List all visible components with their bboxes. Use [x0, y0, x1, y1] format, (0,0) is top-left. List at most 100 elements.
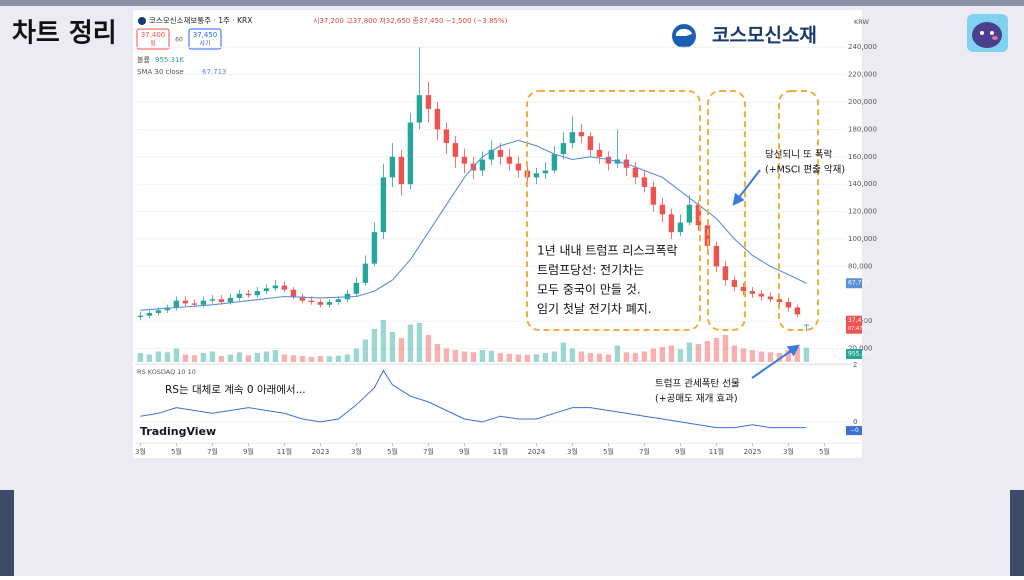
- volume-bar: [236, 352, 243, 362]
- volume-bar: [200, 353, 207, 362]
- buy-button[interactable]: [188, 28, 222, 50]
- volume-bar: [479, 350, 486, 362]
- x-tick-label: 9월: [675, 447, 686, 456]
- candle-body: [272, 285, 279, 289]
- candle-body: [425, 95, 432, 109]
- candle-body: [443, 129, 450, 144]
- volume-bar: [299, 356, 306, 362]
- x-tick-label: 5월: [171, 447, 182, 456]
- x-tick-label: 3월: [351, 447, 362, 456]
- rs-name: RS KOSDAQ 10 10: [137, 368, 196, 376]
- x-tick-label: 11월: [493, 447, 508, 456]
- volume-bar: [362, 339, 369, 362]
- volume-bar: [434, 344, 441, 362]
- candle-body: [578, 132, 585, 137]
- candle-body: [146, 312, 153, 316]
- candle-body: [506, 156, 513, 164]
- volume-bar: [182, 354, 189, 362]
- candle-body: [164, 307, 171, 311]
- volume-bar: [641, 351, 648, 362]
- volume-bar: [263, 351, 270, 362]
- candle-body: [452, 143, 459, 157]
- candle-body: [173, 300, 180, 308]
- sell-label: 팔: [150, 41, 156, 48]
- volume-bar: [551, 351, 558, 362]
- y-tick-label: 140,000: [848, 180, 877, 188]
- candle-body: [731, 280, 738, 287]
- y-tick-label: 220,000: [848, 71, 877, 79]
- volume-bar: [191, 355, 198, 362]
- x-tick-label: 3월: [783, 447, 794, 456]
- candle-body: [236, 293, 243, 298]
- candle-body: [488, 149, 495, 160]
- volume-bar: [668, 345, 675, 362]
- volume-tag: [846, 349, 862, 359]
- x-tick-label: 5월: [819, 447, 830, 456]
- candle-body: [353, 282, 360, 294]
- annotation-line: 임기 첫날 전기차 폐지.: [537, 302, 652, 316]
- x-tick-label: 3월: [567, 447, 578, 456]
- ohlc-header: 시37,200 고37,800 저32,650 종37,450 −1,500 (…: [313, 16, 508, 25]
- y-tick-label: 240,000: [848, 43, 877, 51]
- volume-bar: [713, 338, 720, 362]
- candle-body: [434, 108, 441, 130]
- candle-body: [569, 132, 576, 144]
- candle-body: [677, 222, 684, 233]
- candle-body: [335, 299, 342, 303]
- candle-body: [785, 302, 792, 308]
- candle-body: [227, 297, 234, 303]
- watermark: TradingView: [140, 425, 216, 438]
- volume-bar: [497, 353, 504, 362]
- countdown-label: 07:47:23: [848, 326, 870, 332]
- volume-bar: [407, 324, 414, 362]
- x-tick-label: 5월: [387, 447, 398, 456]
- x-tick-label: 5월: [603, 447, 614, 456]
- volume-bar: [317, 356, 324, 362]
- arrow: [751, 344, 800, 379]
- candle-body: [290, 289, 297, 297]
- rs-value-label: −0: [850, 427, 859, 434]
- volume-bar: [506, 353, 513, 362]
- candle-body: [380, 177, 387, 233]
- x-tick-label: 7월: [639, 447, 650, 456]
- volume-bar: [767, 352, 774, 362]
- annotation-line: 트럼프당선: 전기차는: [537, 263, 644, 277]
- sma-price-tag: [846, 278, 862, 289]
- rs-line: [140, 369, 807, 429]
- highlight-boxes: [526, 90, 819, 331]
- candle-body: [218, 299, 225, 303]
- volume-bar: [353, 348, 360, 362]
- volume-bar: [155, 351, 162, 362]
- candle-body: [191, 303, 198, 305]
- volume-bar: [740, 348, 747, 362]
- candle-body: [200, 300, 207, 305]
- candle-body: [722, 266, 729, 281]
- volume-bar: [587, 353, 594, 362]
- annotation-line: (+공매도 재개 효과): [655, 394, 738, 405]
- volume-bar: [272, 350, 279, 362]
- y-tick-label: 120,000: [848, 208, 877, 216]
- spread: 60: [175, 37, 183, 44]
- x-tick-label: 9월: [459, 447, 470, 456]
- chart-panel: [133, 10, 862, 458]
- candle-body: [758, 293, 765, 297]
- candle-body: [695, 204, 702, 226]
- candle-body: [704, 225, 711, 246]
- annotation-line: 트럼프 관세폭탄 선물: [655, 378, 740, 390]
- volume-bar: [704, 341, 711, 362]
- volume-bar: [326, 356, 333, 362]
- sell-button[interactable]: [136, 28, 170, 50]
- volume-bar: [209, 351, 216, 362]
- candle-body: [587, 136, 594, 150]
- logo-text: 코스모신소재: [712, 25, 817, 47]
- candle-body: [551, 154, 558, 171]
- volume-bar: [398, 338, 405, 362]
- candle-body: [497, 149, 504, 157]
- sma-value: 67,713: [202, 68, 227, 76]
- volume-bar: [605, 354, 612, 362]
- candle-body: [407, 122, 414, 185]
- y-tick-label: 200,000: [848, 98, 877, 106]
- candle-body: [281, 285, 288, 290]
